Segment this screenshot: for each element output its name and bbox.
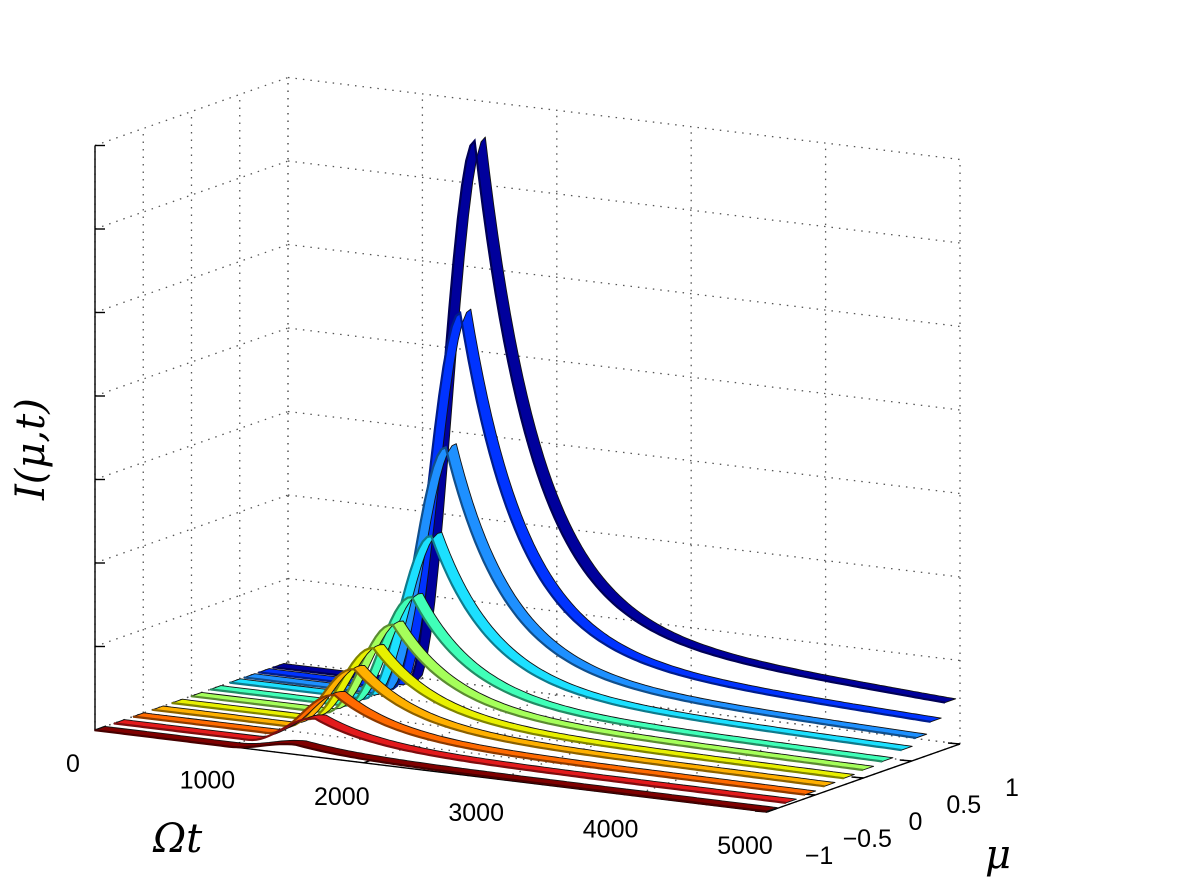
ribbon-edge — [113, 717, 786, 804]
ribbon-edge — [94, 729, 767, 813]
y-axis-label: μ — [985, 832, 1011, 878]
grid-line — [287, 327, 961, 411]
grid-line — [94, 76, 289, 147]
z-axis-label: I(μ,t) — [8, 398, 54, 501]
x-tick-label: 2000 — [314, 783, 370, 811]
grid-line — [287, 76, 961, 161]
ribbon-series — [272, 136, 957, 704]
y-tick — [851, 776, 864, 779]
ribbon-edge — [132, 694, 806, 796]
ribbons — [94, 136, 957, 813]
ribbon-edge — [272, 138, 946, 704]
x-tick-label: 5000 — [717, 832, 773, 860]
x-tick-label: 0 — [66, 750, 80, 778]
grid-line — [287, 410, 961, 495]
grid-line — [287, 243, 961, 328]
grid-line — [287, 494, 961, 578]
grid-line — [94, 243, 289, 314]
ribbon-edge — [171, 647, 844, 780]
y-tick-label: 1 — [1005, 774, 1019, 802]
grid-line — [94, 327, 289, 397]
y-tick-label: 0 — [909, 808, 923, 836]
grid-line — [287, 160, 961, 244]
ribbon-edge — [152, 668, 825, 788]
y-tick-label: −1 — [805, 842, 834, 870]
x-tick-label: 4000 — [583, 816, 639, 844]
y-tick — [899, 759, 912, 762]
grid-line — [287, 577, 961, 662]
x-tick-label: 3000 — [448, 799, 504, 827]
grid-line — [94, 410, 289, 481]
x-axis-label: Ωt — [152, 816, 203, 862]
ribbon-edge — [190, 623, 864, 772]
grid-line — [94, 160, 289, 230]
y-tick — [947, 742, 961, 745]
axis-labels: Ωt μ I(μ,t) — [8, 398, 1011, 878]
x-tick — [766, 807, 779, 813]
x-tick-label: 1000 — [180, 766, 236, 794]
y-tick-label: −0.5 — [843, 825, 892, 853]
tick-labels: 0 1000 2000 3000 4000 5000 −1 −0.5 0 0.5 1 — [66, 750, 1019, 870]
y-tick-label: 0.5 — [946, 791, 981, 819]
